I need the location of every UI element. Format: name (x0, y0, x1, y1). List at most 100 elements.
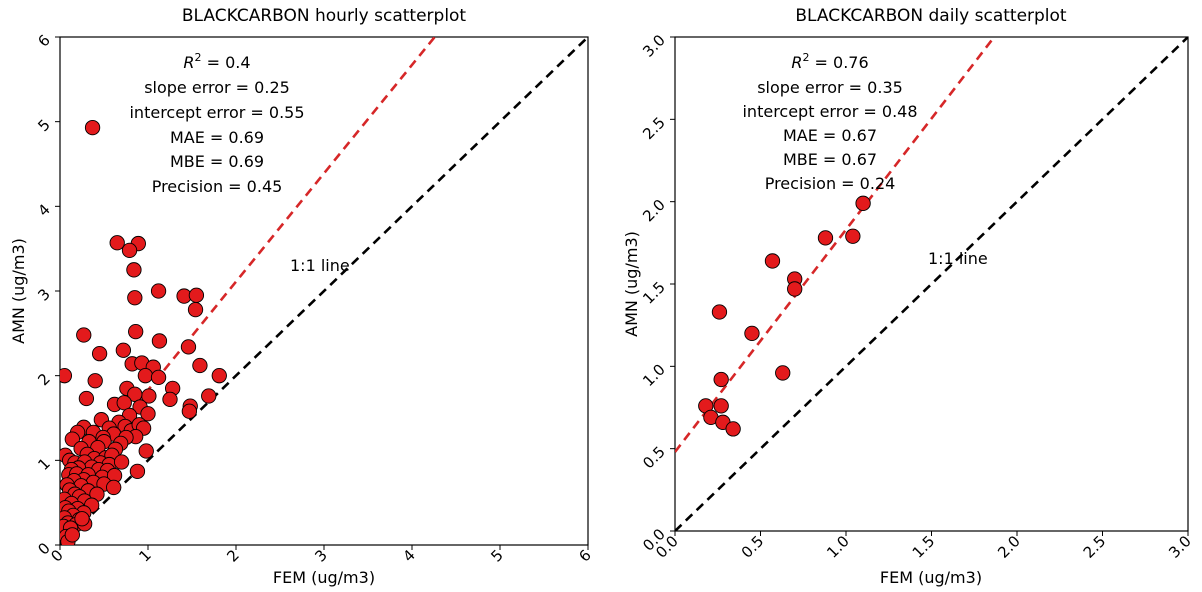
scatter-point (78, 390, 95, 407)
y-tick-label: 5 (34, 116, 53, 135)
scatter-point (855, 195, 871, 211)
scatter-point (84, 119, 101, 136)
scatter-point (129, 463, 146, 479)
data-points (698, 195, 871, 437)
y-tick-label: 1.5 (639, 278, 669, 308)
y-tick-label: 1.0 (639, 360, 669, 390)
daily-scatter-panel: BLACKCARBON daily scatterplot 0.0 0.5 1.0 1… (622, 6, 1195, 587)
scatter-point (211, 368, 227, 384)
scatter-point (116, 395, 132, 411)
scatter-point (181, 403, 198, 419)
scatter-point (713, 371, 729, 388)
scatter-point (74, 511, 90, 527)
scatter-point (150, 283, 167, 299)
y-tick-label: 0.5 (639, 443, 669, 473)
scatter-point (151, 333, 168, 349)
y-tick-label: 1 (34, 454, 53, 473)
scatter-point (711, 304, 728, 320)
identity-line (60, 37, 588, 545)
scatter-point (187, 301, 204, 318)
chart-title: BLACKCARBON daily scatterplot (795, 6, 1067, 26)
scatter-point (126, 262, 142, 278)
scatter-point (127, 290, 143, 306)
mbe-text: MBE = 0.67 (783, 150, 877, 169)
x-tick-label: 2 (223, 546, 242, 565)
x-tick-label: 6 (575, 546, 594, 565)
chart-title: BLACKCARBON hourly scatterplot (182, 6, 467, 26)
slope-error-text: slope error = 0.35 (757, 78, 903, 97)
scatter-point (64, 431, 80, 447)
x-tick-label: 2.5 (1080, 532, 1110, 562)
stats-annotation: R2 = 0.4 slope error = 0.25 intercept er… (129, 51, 304, 196)
mae-text: MAE = 0.67 (783, 126, 877, 145)
y-tick-label: 3.0 (639, 31, 669, 61)
scatter-point (787, 281, 803, 297)
x-tick-label: 1 (135, 546, 154, 565)
scatter-point (180, 339, 197, 355)
stats-annotation: R2 = 0.76 slope error = 0.35 intercept e… (742, 51, 917, 193)
scatter-point (87, 373, 103, 389)
x-tick-label: 3.0 (1165, 532, 1195, 562)
y-tick-label: 2 (34, 370, 53, 389)
scatter-point (817, 230, 834, 246)
y-axis-label: AMN (ug/m3) (622, 231, 641, 337)
y-axis-ticks: 0.00.51.01.52.02.53.0 (639, 31, 675, 555)
scatter-point (115, 342, 132, 358)
scatter-point (121, 242, 138, 259)
scatter-point (113, 454, 130, 470)
scatter-point (140, 406, 156, 422)
slope-error-text: slope error = 0.25 (144, 78, 290, 97)
x-axis-ticks: 0.0 0.5 1.0 1.5 2.0 2.5 3.0 (652, 531, 1195, 562)
precision-text: Precision = 0.45 (152, 177, 283, 196)
intercept-error-text: intercept error = 0.48 (742, 102, 917, 121)
scatter-point (64, 527, 80, 543)
scatter-point (764, 253, 781, 269)
y-tick-label: 4 (34, 200, 53, 219)
y-axis-label: AMN (ug/m3) (9, 238, 28, 344)
scatter-point (60, 368, 73, 384)
scatter-point (744, 325, 760, 342)
x-tick-label: 1.0 (823, 532, 853, 562)
scatter-point (76, 327, 92, 343)
x-tick-label: 5 (487, 546, 506, 565)
scatter-point (188, 287, 205, 303)
scatter-point (775, 365, 791, 381)
mbe-text: MBE = 0.69 (170, 152, 264, 171)
data-points (60, 119, 227, 545)
x-tick-label: 1.5 (909, 532, 939, 562)
identity-line-label: 1:1 line (928, 249, 988, 268)
x-axis-label: FEM (ug/m3) (273, 568, 375, 587)
y-tick-label: 2.5 (639, 113, 669, 143)
precision-text: Precision = 0.24 (765, 174, 896, 193)
x-tick-label: 4 (399, 546, 418, 565)
identity-line (675, 37, 1188, 531)
scatter-point (150, 369, 167, 386)
x-tick-label: 0.5 (738, 532, 768, 562)
y-tick-label: 2.0 (639, 196, 669, 226)
scatter-point (128, 323, 144, 340)
identity-line-label: 1:1 line (290, 256, 350, 275)
x-tick-label: 3 (311, 546, 330, 565)
mae-text: MAE = 0.69 (170, 128, 264, 147)
scatter-point (91, 346, 108, 362)
y-tick-label: 6 (34, 31, 53, 50)
scatter-point (137, 368, 154, 384)
scatter-point (138, 443, 154, 459)
scatter-point (713, 398, 729, 414)
scatter-point (192, 357, 208, 374)
r-squared-text: R2 = 0.76 (791, 51, 868, 72)
r-squared-text: R2 = 0.4 (183, 51, 250, 72)
x-axis-label: FEM (ug/m3) (880, 568, 982, 587)
scatter-point (162, 391, 178, 408)
scatter-point (845, 228, 861, 244)
intercept-error-text: intercept error = 0.55 (129, 103, 304, 122)
scatter-point (725, 421, 741, 437)
y-tick-label: 3 (34, 285, 53, 304)
scatter-point (201, 388, 217, 404)
x-tick-label: 2.0 (994, 532, 1024, 562)
regression-fit-line (675, 37, 996, 453)
